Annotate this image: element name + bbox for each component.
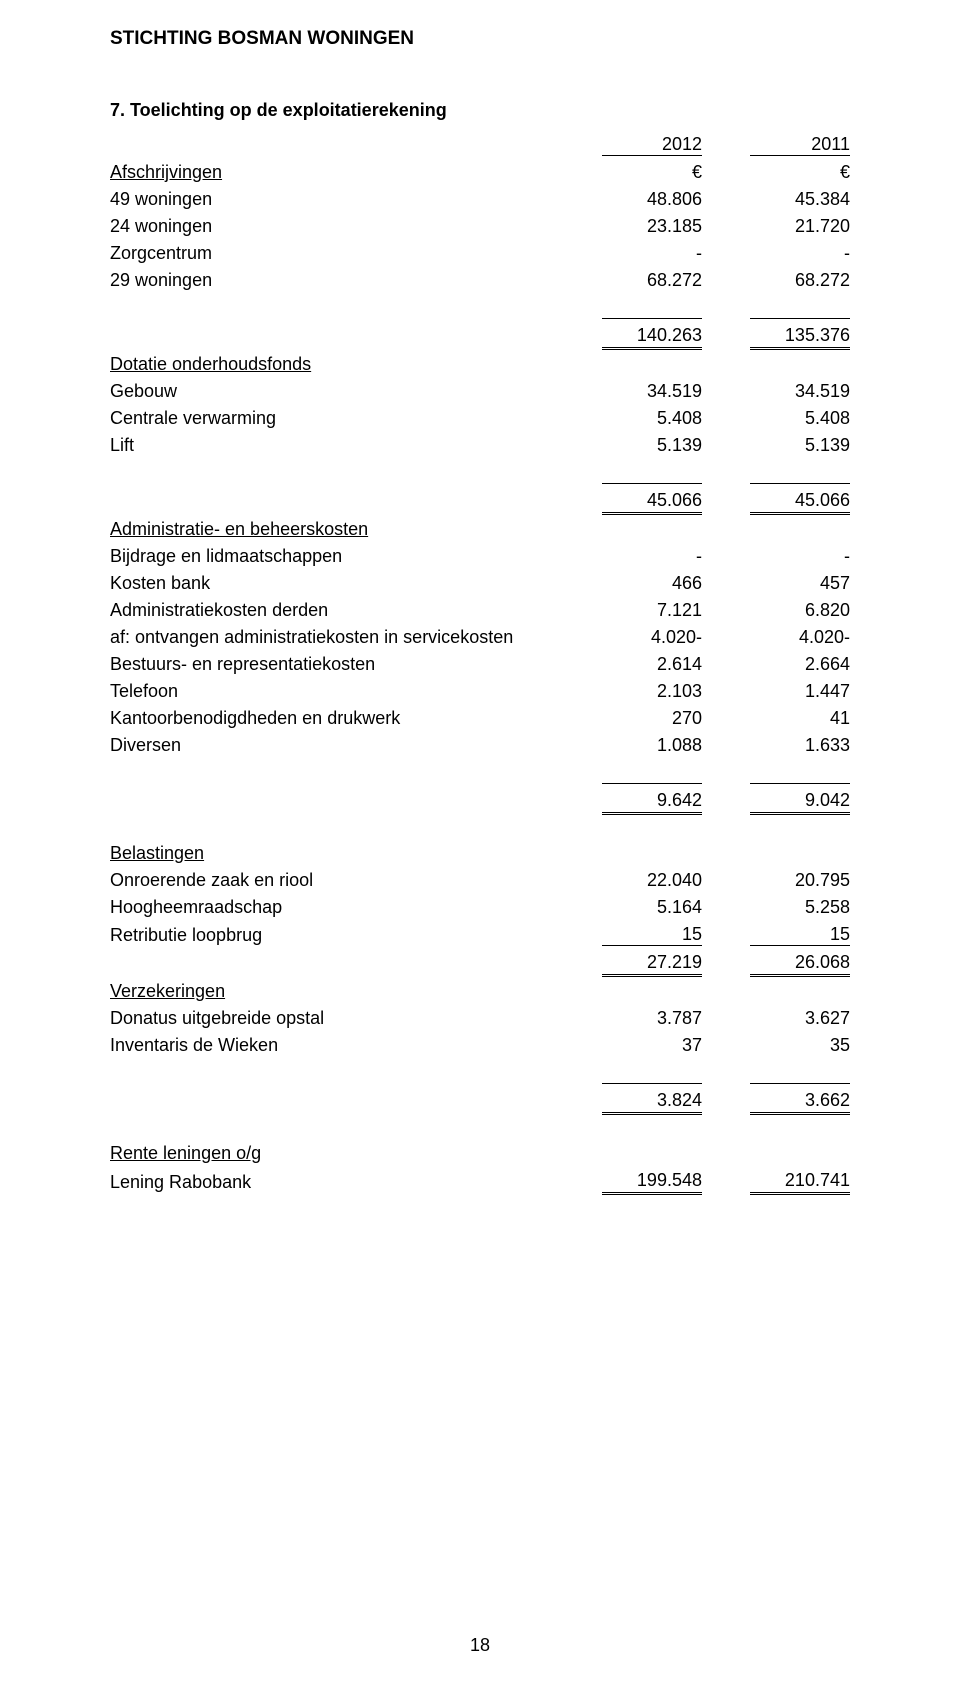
table-row: Kantoorbenodigdheden en drukwerk 270 41 <box>110 705 850 732</box>
page: STICHTING BOSMAN WONINGEN 7. Toelichting… <box>0 0 960 1684</box>
table-row: Bijdrage en lidmaatschappen - - <box>110 543 850 570</box>
table-row: Diversen 1.088 1.633 <box>110 732 850 759</box>
table-row: Administratiekosten derden 7.121 6.820 <box>110 597 850 624</box>
table-row: 29 woningen 68.272 68.272 <box>110 267 850 294</box>
table-row: Inventaris de Wieken 37 35 <box>110 1032 850 1059</box>
table-row: Donatus uitgebreide opstal 3.787 3.627 <box>110 1005 850 1032</box>
table-row: Gebouw 34.519 34.519 <box>110 378 850 405</box>
page-number: 18 <box>0 1635 960 1656</box>
table-row: Lift 5.139 5.139 <box>110 432 850 459</box>
heading-row: Verzekeringen <box>110 978 850 1005</box>
col-year2: 2011 <box>750 134 850 156</box>
table-row: Onroerende zaak en riool 22.040 20.795 <box>110 867 850 894</box>
table-row: af: ontvangen administratiekosten in ser… <box>110 624 850 651</box>
table-row: Centrale verwarming 5.408 5.408 <box>110 405 850 432</box>
currency-row: Afschrijvingen € € <box>110 159 850 186</box>
financial-table: 2012 2011 Afschrijvingen € € 49 woningen… <box>110 131 850 1196</box>
org-name: STICHTING BOSMAN WONINGEN <box>110 28 850 50</box>
col-year1: 2012 <box>602 134 702 156</box>
table-row: Telefoon 2.103 1.447 <box>110 678 850 705</box>
table-row: 24 woningen 23.185 21.720 <box>110 213 850 240</box>
table-row: 49 woningen 48.806 45.384 <box>110 186 850 213</box>
table-row: Lening Rabobank 199.548 210.741 <box>110 1167 850 1196</box>
total-row: 27.219 26.068 <box>110 949 850 978</box>
heading-afschrijvingen: Afschrijvingen <box>110 162 222 182</box>
currency-2: € <box>840 162 850 182</box>
heading-row: Rente leningen o/g <box>110 1140 850 1167</box>
table-row: Bestuurs- en representatiekosten 2.614 2… <box>110 651 850 678</box>
table-row: Retributie loopbrug 15 15 <box>110 921 850 949</box>
year-header-row: 2012 2011 <box>110 131 850 159</box>
heading-row: Belastingen <box>110 840 850 867</box>
total-row: 45.066 45.066 <box>110 487 850 516</box>
total-row: 3.824 3.662 <box>110 1087 850 1116</box>
total-row: 9.642 9.042 <box>110 787 850 816</box>
heading-row: Dotatie onderhoudsfonds <box>110 351 850 378</box>
heading-row: Administratie- en beheerskosten <box>110 516 850 543</box>
total-row: 140.263 135.376 <box>110 322 850 351</box>
table-row: Kosten bank 466 457 <box>110 570 850 597</box>
currency-1: € <box>692 162 702 182</box>
section-title: 7. Toelichting op de exploitatierekening <box>110 100 850 121</box>
table-row: Hoogheemraadschap 5.164 5.258 <box>110 894 850 921</box>
table-row: Zorgcentrum - - <box>110 240 850 267</box>
